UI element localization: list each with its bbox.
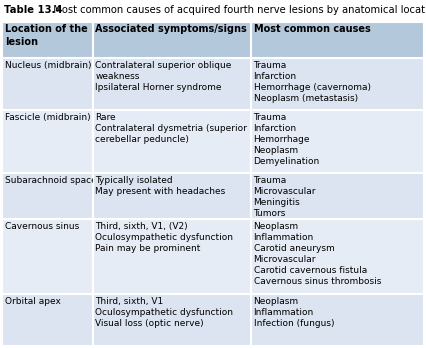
Text: Orbital apex: Orbital apex (5, 296, 60, 306)
Text: Trauma
Infarction
Hemorrhage
Neoplasm
Demyelination: Trauma Infarction Hemorrhage Neoplasm De… (253, 113, 320, 166)
Text: Fascicle (midbrain): Fascicle (midbrain) (5, 113, 90, 122)
FancyBboxPatch shape (2, 173, 93, 219)
FancyBboxPatch shape (2, 22, 93, 58)
FancyBboxPatch shape (2, 219, 93, 294)
Text: Trauma
Infarction
Hemorrhage (cavernoma)
Neoplasm (metastasis): Trauma Infarction Hemorrhage (cavernoma)… (253, 61, 371, 103)
Text: Subarachnoid space: Subarachnoid space (5, 176, 96, 184)
FancyBboxPatch shape (2, 294, 93, 346)
FancyBboxPatch shape (251, 173, 424, 219)
Text: Neoplasm
Inflammation
Carotid aneurysm
Microvascular
Carotid cavernous fistula
C: Neoplasm Inflammation Carotid aneurysm M… (253, 222, 381, 286)
Text: Associated symptoms/signs: Associated symptoms/signs (95, 24, 247, 34)
FancyBboxPatch shape (2, 58, 93, 110)
FancyBboxPatch shape (93, 219, 251, 294)
Text: Trauma
Microvascular
Meningitis
Tumors: Trauma Microvascular Meningitis Tumors (253, 176, 316, 218)
FancyBboxPatch shape (251, 58, 424, 110)
Text: Third, sixth, V1
Oculosympathetic dysfunction
Visual loss (optic nerve): Third, sixth, V1 Oculosympathetic dysfun… (95, 296, 233, 328)
Text: Third, sixth, V1, (V2)
Oculosympathetic dysfunction
Pain may be prominent: Third, sixth, V1, (V2) Oculosympathetic … (95, 222, 233, 253)
FancyBboxPatch shape (93, 173, 251, 219)
FancyBboxPatch shape (251, 22, 424, 58)
FancyBboxPatch shape (251, 110, 424, 173)
Text: Typically isolated
May present with headaches: Typically isolated May present with head… (95, 176, 226, 196)
FancyBboxPatch shape (93, 294, 251, 346)
Text: Most common causes: Most common causes (253, 24, 370, 34)
Text: Neoplasm
Inflammation
Infection (fungus): Neoplasm Inflammation Infection (fungus) (253, 296, 334, 328)
Text: Nucleus (midbrain): Nucleus (midbrain) (5, 61, 91, 70)
FancyBboxPatch shape (93, 22, 251, 58)
Text: Location of the
lesion: Location of the lesion (5, 24, 87, 47)
Text: Most common causes of acquired fourth nerve lesions by anatomical location: Most common causes of acquired fourth ne… (47, 5, 426, 15)
FancyBboxPatch shape (93, 110, 251, 173)
Text: Table 13.4: Table 13.4 (4, 5, 63, 15)
FancyBboxPatch shape (2, 110, 93, 173)
FancyBboxPatch shape (251, 219, 424, 294)
FancyBboxPatch shape (93, 58, 251, 110)
FancyBboxPatch shape (251, 294, 424, 346)
Text: Contralateral superior oblique
weakness
Ipsilateral Horner syndrome: Contralateral superior oblique weakness … (95, 61, 232, 92)
Text: Rare
Contralateral dysmetria (superior
cerebellar peduncle): Rare Contralateral dysmetria (superior c… (95, 113, 247, 144)
Text: Cavernous sinus: Cavernous sinus (5, 222, 79, 231)
